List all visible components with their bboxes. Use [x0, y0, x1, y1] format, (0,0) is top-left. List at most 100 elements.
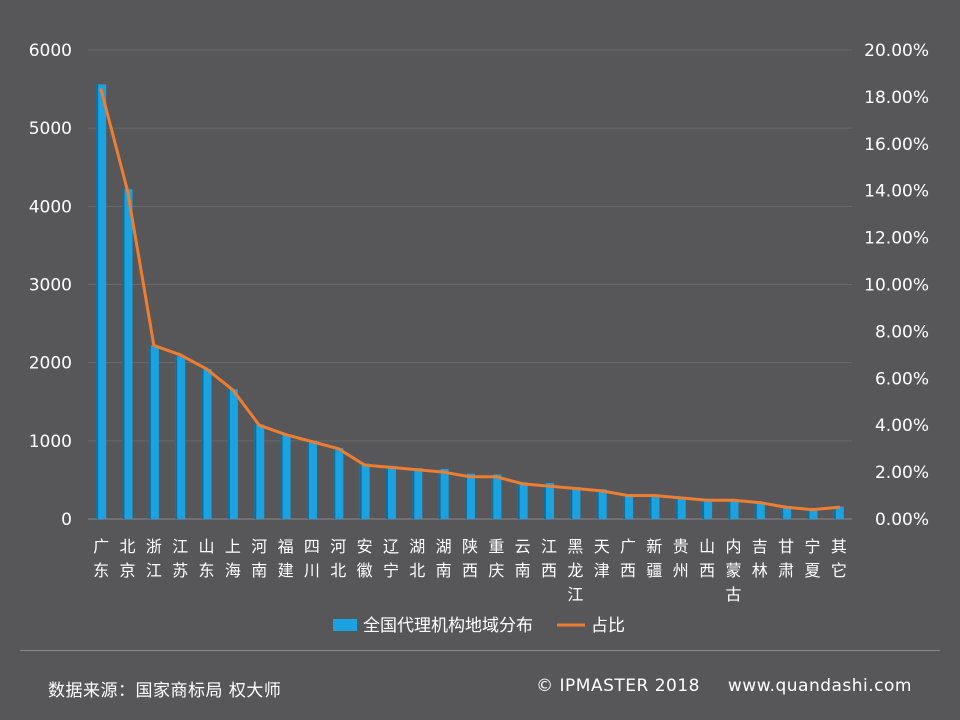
x-tick-label: 安徽	[357, 537, 373, 580]
line-point	[310, 440, 314, 444]
x-tick-label: 吉林	[752, 537, 768, 580]
bar	[96, 84, 107, 519]
y-tick-label-left: 0	[61, 510, 72, 530]
y-tick-label-right: 8.00%	[875, 322, 929, 342]
bar	[254, 424, 265, 519]
y-tick-label-right: 16.00%	[864, 135, 929, 155]
x-tick-label: 黑龙江	[567, 537, 583, 604]
x-tick-label: 北京	[120, 537, 136, 580]
x-tick-label: 广西	[620, 537, 636, 580]
bar-shade	[649, 495, 652, 519]
website-link[interactable]: www.quandashi.com	[727, 676, 912, 696]
x-tick-label: 江西	[541, 537, 557, 580]
gridlines	[88, 49, 852, 520]
x-tick-label: 广东	[93, 537, 109, 580]
bar-shade	[227, 389, 230, 519]
bar-shade	[544, 483, 547, 519]
line-point	[126, 189, 130, 193]
bar-shade	[596, 489, 599, 519]
y-axis-left: 0 1000 2000 3000 4000 5000 6000	[29, 41, 72, 530]
bar-shade	[148, 345, 151, 519]
line-point	[284, 433, 288, 437]
bar	[491, 474, 502, 519]
line-point	[178, 353, 182, 357]
bar-shade	[807, 510, 810, 519]
y-tick-label-right: 10.00%	[864, 276, 929, 296]
line-point	[363, 463, 367, 467]
bar-shade	[728, 500, 731, 519]
x-tick-label: 四川	[304, 537, 320, 580]
bar	[596, 489, 607, 519]
bar	[412, 468, 423, 519]
bar-shade	[122, 189, 125, 520]
x-tick-label: 陕西	[462, 537, 478, 580]
bar	[359, 463, 370, 519]
y-tick-label-left: 2000	[29, 354, 72, 374]
footer-divider	[20, 650, 940, 651]
bar-shade	[570, 486, 573, 519]
bar	[385, 465, 396, 519]
bar	[517, 482, 528, 519]
bar	[122, 189, 133, 520]
x-tick-label: 宁夏	[804, 537, 820, 580]
bar	[675, 497, 686, 519]
y-axis-right: 0.00% 2.00% 4.00% 6.00% 8.00% 10.00% 12.00% 14.…	[864, 41, 929, 530]
bar-shade	[175, 356, 178, 519]
y-tick-label-right: 14.00%	[864, 182, 929, 202]
bar-shade	[781, 507, 784, 519]
x-tick-label: 湖南	[436, 537, 452, 580]
line-point	[494, 475, 498, 479]
line-point	[521, 482, 525, 486]
bar	[280, 434, 291, 519]
x-tick-label: 江苏	[172, 537, 188, 580]
y-tick-label-right: 2.00%	[875, 463, 929, 483]
line-point	[731, 498, 735, 502]
x-tick-label: 河南	[251, 537, 267, 580]
line-point	[231, 388, 235, 392]
bar-shade	[96, 84, 99, 519]
y-tick-label-right: 4.00%	[875, 416, 929, 436]
bar-shade	[623, 494, 626, 519]
bar	[438, 468, 449, 519]
bar-series	[96, 84, 844, 520]
x-tick-label: 山西	[699, 537, 715, 580]
x-tick-label: 贵州	[673, 537, 689, 580]
y-tick-label-left: 5000	[29, 119, 72, 139]
bar-shade	[491, 474, 494, 519]
line-point	[652, 494, 656, 498]
bar	[333, 447, 344, 519]
x-tick-label: 福建	[278, 537, 294, 580]
bar-shade	[702, 498, 705, 519]
bar-shade	[675, 497, 678, 519]
x-tick-label: 甘肃	[778, 537, 794, 580]
bar-shade	[333, 447, 336, 519]
y-tick-label-left: 6000	[29, 41, 72, 61]
bar-shade	[517, 482, 520, 519]
x-tick-label: 上海	[225, 537, 241, 580]
line-point	[99, 88, 103, 92]
bar	[833, 506, 844, 519]
bar-shade	[754, 502, 757, 519]
line-point	[336, 447, 340, 451]
x-tick-label: 天津	[594, 537, 610, 580]
y-tick-label-right: 6.00%	[875, 369, 929, 389]
bar	[306, 440, 317, 519]
legend-bar-label: 全国代理机构地域分布	[363, 616, 533, 636]
bar-shade	[306, 440, 309, 519]
bar	[754, 502, 765, 519]
y-tick-label-left: 1000	[29, 432, 72, 452]
x-tick-label: 其它	[831, 537, 847, 580]
bar	[148, 345, 159, 519]
line-point	[152, 343, 156, 347]
data-source: 数据来源：国家商标局 权大师	[48, 681, 282, 701]
bar-shade	[465, 473, 467, 519]
bar	[702, 498, 713, 519]
bar	[465, 473, 475, 519]
x-tick-label: 辽宁	[383, 537, 399, 580]
line-point	[205, 367, 209, 371]
line-point	[600, 489, 604, 493]
bar	[807, 510, 818, 519]
legend[interactable]: 全国代理机构地域分布 占比	[333, 616, 625, 636]
y-tick-label-left: 4000	[29, 197, 72, 217]
